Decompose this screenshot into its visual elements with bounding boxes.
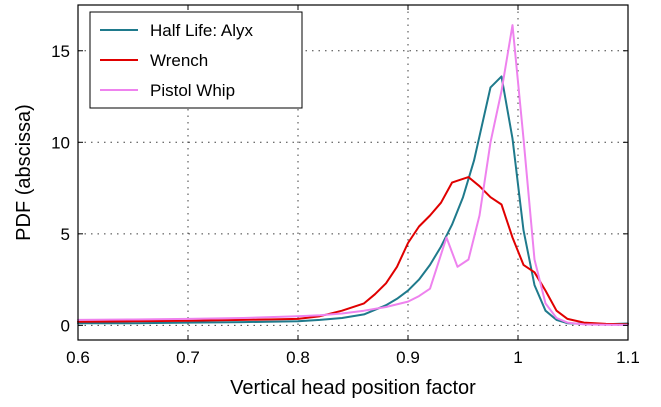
y-tick-label: 0 — [61, 316, 70, 335]
series-layer — [77, 24, 629, 326]
x-tick-label: 0.9 — [396, 348, 420, 367]
y-tick-label: 15 — [51, 42, 70, 61]
series-line-2 — [77, 176, 629, 326]
x-tick-label: 0.8 — [286, 348, 310, 367]
x-axis-title: Vertical head position factor — [230, 377, 476, 399]
series-line-1 — [77, 75, 629, 326]
y-tick-label: 5 — [61, 225, 70, 244]
x-tick-label: 1 — [513, 348, 522, 367]
y-axis-title: PDF (abscissa) — [13, 104, 35, 241]
plot-frame — [77, 4, 629, 341]
legend-label: Wrench — [150, 51, 208, 70]
y-tick-label: 10 — [51, 133, 70, 152]
x-tick-label: 0.6 — [66, 348, 90, 367]
series-line-3 — [77, 24, 629, 326]
x-tick-label: 0.7 — [176, 348, 200, 367]
legend-label: Pistol Whip — [150, 81, 235, 100]
ticks: 0.6 0.7 0.8 0.9 1 1.1 0 5 10 15 — [51, 5, 640, 367]
legend: Half Life: Alyx Wrench Pistol Whip — [89, 11, 303, 109]
x-tick-label: 1.1 — [616, 348, 640, 367]
legend-label: Half Life: Alyx — [150, 21, 253, 40]
